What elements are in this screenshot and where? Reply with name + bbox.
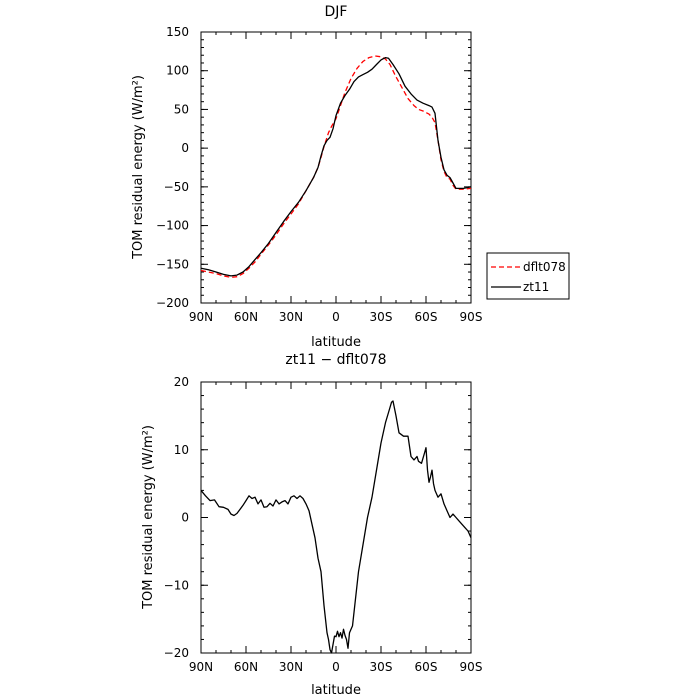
y-tick-label: −50: [164, 180, 189, 194]
x-tick-label: 60S: [415, 660, 438, 674]
x-tick-label: 30S: [370, 660, 393, 674]
top-series-line-zt11: [200, 56, 472, 277]
top-y-axis-label: TOM residual energy (W/m²): [131, 75, 146, 260]
x-tick-label: 60S: [415, 310, 438, 324]
top-chart-panel: DJF 90N 60N 30N 0 30S 60S 90S −200 −150 −100 −50 0 5…: [131, 4, 570, 350]
bottom-chart-title: zt11 − dflt078: [285, 352, 386, 368]
top-plot-area: 90N 60N 30N 0 30S 60S 90S −200 −150 −100 −50 0 50 100…: [156, 25, 482, 324]
y-tick-label: −100: [156, 219, 189, 233]
y-tick-label: 0: [181, 511, 189, 525]
bottom-series-line-series-0: [200, 400, 472, 654]
bottom-x-axis-label: latitude: [311, 683, 361, 698]
y-tick-label: 10: [174, 443, 189, 457]
top-chart-title: DJF: [325, 4, 348, 20]
y-tick-label: 50: [174, 102, 189, 116]
y-tick-label: −20: [164, 646, 189, 660]
bottom-chart-panel: zt11 − dflt078 90N 60N 30N 0 30S 60S 90S −20 −10…: [141, 352, 482, 698]
legend-box: [486, 252, 570, 300]
y-tick-label: −10: [164, 578, 189, 592]
legend: dflt078 zt11: [486, 252, 570, 300]
bottom-plot-frame: [200, 381, 472, 654]
x-tick-label: 90S: [460, 310, 483, 324]
y-tick-label: 150: [166, 25, 189, 39]
y-tick-label: 20: [174, 375, 189, 389]
y-tick-label: 0: [181, 141, 189, 155]
x-tick-label: 30S: [370, 310, 393, 324]
top-series-line-dflt078: [200, 55, 472, 279]
x-tick-label: 90S: [460, 660, 483, 674]
x-tick-label: 30N: [279, 310, 303, 324]
y-tick-label: −200: [156, 296, 189, 310]
x-tick-label: 30N: [279, 660, 303, 674]
x-tick-label: 60N: [234, 660, 258, 674]
top-x-axis-label: latitude: [311, 335, 361, 350]
bottom-plot-area: 90N 60N 30N 0 30S 60S 90S −20 −10 0 10 20: [164, 375, 483, 674]
legend-label-dflt078: dflt078: [523, 260, 566, 274]
y-tick-label: −150: [156, 257, 189, 271]
x-tick-label: 0: [332, 660, 340, 674]
x-tick-label: 90N: [189, 660, 213, 674]
top-plot-frame: [200, 31, 472, 304]
legend-label-zt11: zt11: [523, 280, 549, 294]
y-tick-label: 100: [166, 64, 189, 78]
x-tick-label: 90N: [189, 310, 213, 324]
x-tick-label: 0: [332, 310, 340, 324]
x-tick-label: 60N: [234, 310, 258, 324]
bottom-y-axis-label: TOM residual energy (W/m²): [141, 425, 156, 610]
